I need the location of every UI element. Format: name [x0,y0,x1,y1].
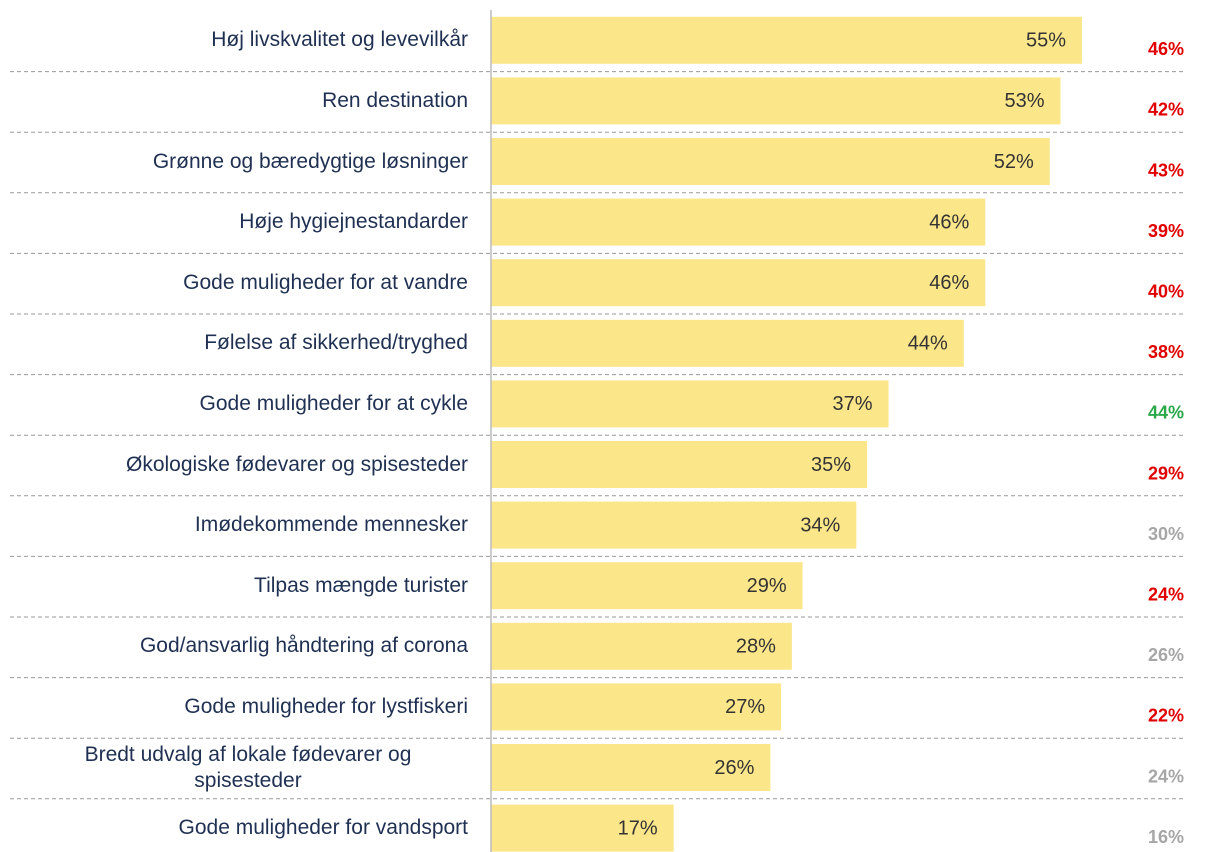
category-label: Grønne og bæredygtige løsninger [152,149,468,173]
bar [491,259,986,307]
category-label-box: Høje hygiejnestandarder [10,192,468,252]
category-label-box: God/ansvarlig håndtering af corona [10,616,468,676]
value-label: 29% [747,575,787,597]
comparison-label: 30% [1148,524,1184,544]
comparison-label: 26% [1148,645,1184,665]
category-label: Gode muligheder for at vandre [183,270,468,294]
value-label: 34% [800,514,840,536]
category-label-box: Følelse af sikkerhed/tryghed [10,313,468,373]
bar [491,501,857,549]
bar [491,319,964,367]
category-label-box: Imødekommende mennesker [10,495,468,555]
category-label: God/ansvarlig håndtering af corona [139,634,468,658]
value-label: 53% [1004,90,1044,112]
value-label: 28% [736,636,776,658]
category-label-box: Økologiske fødevarer og spisesteder [10,435,468,495]
category-label-box: Høj livskvalitet og levevilkår [10,10,468,70]
comparison-label: 24% [1148,766,1184,786]
comparison-label: 40% [1148,281,1184,301]
value-label: 27% [725,696,765,718]
comparison-label: 24% [1148,584,1184,604]
value-label: 17% [618,817,658,839]
category-label: Høj livskvalitet og levevilkår [211,28,468,52]
comparison-label: 46% [1148,39,1184,59]
comparison-label: 42% [1148,100,1184,120]
value-label: 35% [811,454,851,476]
category-label-box: Grønne og bæredygtige løsninger [10,132,468,192]
bar [491,77,1061,125]
category-label: Gode muligheder for at cykle [199,391,468,415]
category-label-box: Bredt udvalg af lokale fødevarer og spis… [10,738,468,798]
category-label: Tilpas mængde turister [254,573,468,597]
value-label: 46% [929,211,969,233]
category-label-box: Gode muligheder for lystfiskeri [10,677,468,737]
comparison-label: 29% [1148,463,1184,483]
value-label: 52% [994,151,1034,173]
comparison-label: 39% [1148,221,1184,241]
value-label: 46% [929,272,969,294]
comparison-label: 43% [1148,160,1184,180]
category-label-box: Ren destination [10,71,468,131]
bar [491,380,889,428]
category-label-box: Gode muligheder for at vandre [10,253,468,313]
category-label: Imødekommende mennesker [194,513,468,537]
bar [491,562,803,610]
comparison-label: 44% [1148,403,1184,423]
category-label-box: Gode muligheder for vandsport [10,798,469,852]
value-label: 44% [908,333,948,355]
category-label: Bredt udvalg af lokale fødevarer og spis… [84,742,412,792]
value-label: 55% [1026,30,1066,52]
bar [491,744,771,791]
bar [491,138,1050,185]
bar [491,804,674,852]
value-label: 37% [833,393,873,415]
comparison-label: 16% [1148,827,1184,847]
category-label: Ren destination [322,88,468,112]
bar [491,16,1082,64]
category-label-box: Tilpas mængde turister [10,556,468,616]
bar [491,198,986,246]
bar [491,622,792,670]
category-label-box: Gode muligheder for at cykle [10,374,468,434]
value-label: 26% [714,757,754,779]
bar [491,441,868,488]
bar [491,683,782,731]
comparison-label: 22% [1148,706,1184,726]
category-label: Gode muligheder for lystfiskeri [184,694,468,718]
category-label: Økologiske fødevarer og spisesteder [126,452,468,476]
category-label: Følelse af sikkerhed/tryghed [204,331,468,355]
category-label: Gode muligheder for vandsport [178,816,469,840]
category-label: Høje hygiejnestandarder [239,210,468,234]
comparison-label: 38% [1148,342,1184,362]
